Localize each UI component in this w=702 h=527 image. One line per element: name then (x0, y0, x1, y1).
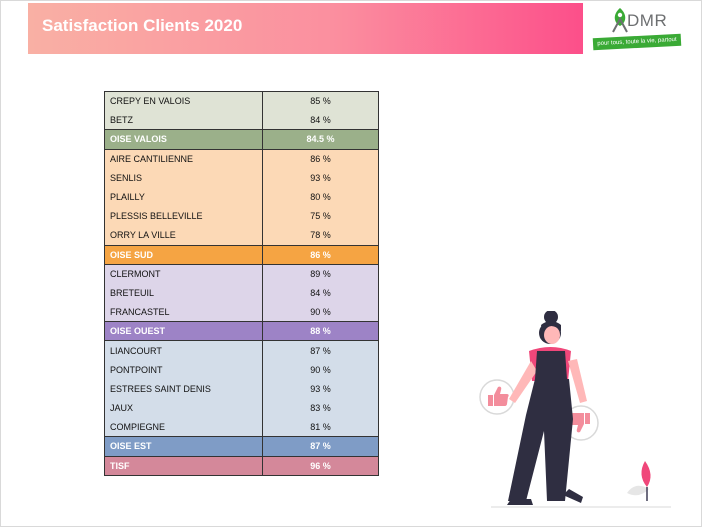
agency-name-cell: OISE VALOIS (104, 129, 263, 150)
plant-icon (627, 461, 651, 501)
table-summary-row: OISE OUEST 88 % (104, 321, 379, 342)
satisfaction-value-cell: 84.5 % (262, 129, 379, 150)
agency-name-cell: BRETEUIL (104, 283, 263, 303)
satisfaction-value-cell: 93 % (262, 379, 379, 399)
satisfaction-value-cell: 90 % (262, 360, 379, 380)
table-row: ORRY LA VILLE 78 % (104, 225, 379, 245)
woman-figure (507, 311, 587, 505)
satisfaction-value-cell: 90 % (262, 302, 379, 322)
table-row: PLESSIS BELLEVILLE 75 % (104, 206, 379, 226)
satisfaction-value-cell: 84 % (262, 110, 379, 130)
table-row: FRANCASTEL 90 % (104, 302, 379, 322)
agency-name-cell: PLAILLY (104, 187, 263, 207)
satisfaction-value-cell: 85 % (262, 90, 379, 111)
table-row: CLERMONT 89 % (104, 263, 379, 284)
admr-logo: DMR pour tous, toute la vie, partout (592, 7, 687, 51)
agency-name-cell: ORRY LA VILLE (104, 225, 263, 245)
table-row: SENLIS 93 % (104, 168, 379, 188)
agency-name-cell: BETZ (104, 110, 263, 130)
agency-name-cell: TISF (104, 455, 263, 476)
logo-leaf-icon (612, 8, 628, 33)
satisfaction-value-cell: 86 % (262, 148, 379, 169)
agency-name-cell: OISE EST (104, 436, 263, 457)
logo-name: DMR (627, 11, 668, 30)
table-row: JAUX 83 % (104, 398, 379, 418)
agency-name-cell: ESTREES SAINT DENIS (104, 379, 263, 399)
agency-name-cell: LIANCOURT (104, 340, 263, 361)
woman-illustration (479, 311, 671, 508)
satisfaction-value-cell: 80 % (262, 187, 379, 207)
table-row: CREPY EN VALOIS 85 % (104, 90, 379, 111)
agency-name-cell: SENLIS (104, 168, 263, 188)
agency-name-cell: CLERMONT (104, 263, 263, 284)
satisfaction-table: CREPY EN VALOIS 85 % BETZ 84 % OISE VALOIS 84… (104, 90, 379, 476)
table-row: AIRE CANTILIENNE 86 % (104, 148, 379, 169)
agency-name-cell: FRANCASTEL (104, 302, 263, 322)
table-row: BETZ 84 % (104, 110, 379, 130)
agency-name-cell: PONTPOINT (104, 360, 263, 380)
table-row: COMPIEGNE 81 % (104, 417, 379, 437)
satisfaction-value-cell: 78 % (262, 225, 379, 245)
table-row: ESTREES SAINT DENIS 93 % (104, 379, 379, 399)
satisfaction-value-cell: 83 % (262, 398, 379, 418)
table-row: LIANCOURT 87 % (104, 340, 379, 361)
title-banner: Satisfaction Clients 2020 (28, 3, 583, 54)
satisfaction-value-cell: 75 % (262, 206, 379, 226)
table-summary-row: OISE VALOIS 84.5 % (104, 129, 379, 150)
satisfaction-value-cell: 81 % (262, 417, 379, 437)
agency-name-cell: PLESSIS BELLEVILLE (104, 206, 263, 226)
table-row: PONTPOINT 90 % (104, 360, 379, 380)
satisfaction-value-cell: 87 % (262, 436, 379, 457)
table-row: BRETEUIL 84 % (104, 283, 379, 303)
satisfaction-value-cell: 89 % (262, 263, 379, 284)
agency-name-cell: OISE SUD (104, 244, 263, 265)
table-summary-row: OISE SUD 86 % (104, 244, 379, 265)
agency-name-cell: AIRE CANTILIENNE (104, 148, 263, 169)
agency-name-cell: JAUX (104, 398, 263, 418)
agency-name-cell: CREPY EN VALOIS (104, 90, 263, 111)
satisfaction-value-cell: 88 % (262, 321, 379, 342)
table-total-row: TISF 96 % (104, 455, 379, 476)
logo-tagline: pour tous, toute la vie, partout (592, 33, 682, 51)
satisfaction-value-cell: 87 % (262, 340, 379, 361)
table-row: PLAILLY 80 % (104, 187, 379, 207)
table-summary-row: OISE EST 87 % (104, 436, 379, 457)
satisfaction-value-cell: 84 % (262, 283, 379, 303)
thumbs-up-icon (479, 379, 515, 415)
page-title: Satisfaction Clients 2020 (42, 16, 243, 35)
satisfaction-value-cell: 96 % (262, 455, 379, 476)
agency-name-cell: OISE OUEST (104, 321, 263, 342)
satisfaction-value-cell: 86 % (262, 244, 379, 265)
agency-name-cell: COMPIEGNE (104, 417, 263, 437)
satisfaction-value-cell: 93 % (262, 168, 379, 188)
